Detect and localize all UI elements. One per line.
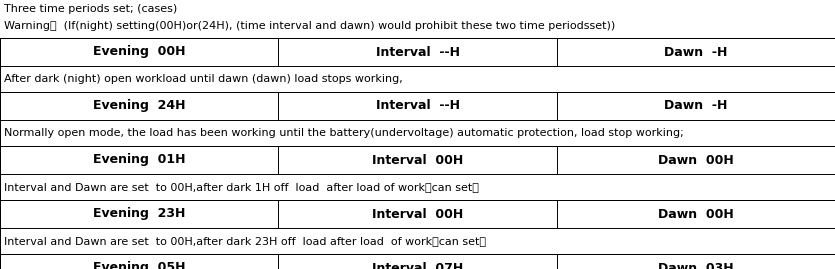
Text: After dark (night) open workload until dawn (dawn) load stops working,: After dark (night) open workload until d…: [4, 74, 402, 84]
Text: Dawn  00H: Dawn 00H: [658, 207, 734, 221]
Text: Dawn  -H: Dawn -H: [665, 100, 727, 112]
Text: Interval and Dawn are set  to 00H,after dark 1H off  load  after load of work（ca: Interval and Dawn are set to 00H,after d…: [4, 182, 479, 192]
Text: Three time periods set; (cases): Three time periods set; (cases): [4, 4, 177, 14]
Text: Warning：  (If(night) setting(00H)or(24H), (time interval and dawn) would prohibi: Warning： (If(night) setting(00H)or(24H),…: [4, 21, 615, 31]
Text: Interval and Dawn are set  to 00H,after dark 23H off  load after load  of work（c: Interval and Dawn are set to 00H,after d…: [4, 236, 486, 246]
Text: Normally open mode, the load has been working until the battery(undervoltage) au: Normally open mode, the load has been wo…: [4, 128, 684, 138]
Text: Dawn  -H: Dawn -H: [665, 45, 727, 58]
Text: Interval  00H: Interval 00H: [372, 154, 463, 167]
Text: Evening  24H: Evening 24H: [93, 100, 185, 112]
Text: Evening  05H: Evening 05H: [93, 261, 185, 269]
Text: Evening  23H: Evening 23H: [93, 207, 185, 221]
Text: Interval  --H: Interval --H: [376, 100, 459, 112]
Text: Evening  00H: Evening 00H: [93, 45, 185, 58]
Text: Dawn  03H: Dawn 03H: [658, 261, 734, 269]
Text: Interval  00H: Interval 00H: [372, 207, 463, 221]
Text: Interval  --H: Interval --H: [376, 45, 459, 58]
Text: Interval  07H: Interval 07H: [372, 261, 463, 269]
Text: Evening  01H: Evening 01H: [93, 154, 185, 167]
Text: Dawn  00H: Dawn 00H: [658, 154, 734, 167]
